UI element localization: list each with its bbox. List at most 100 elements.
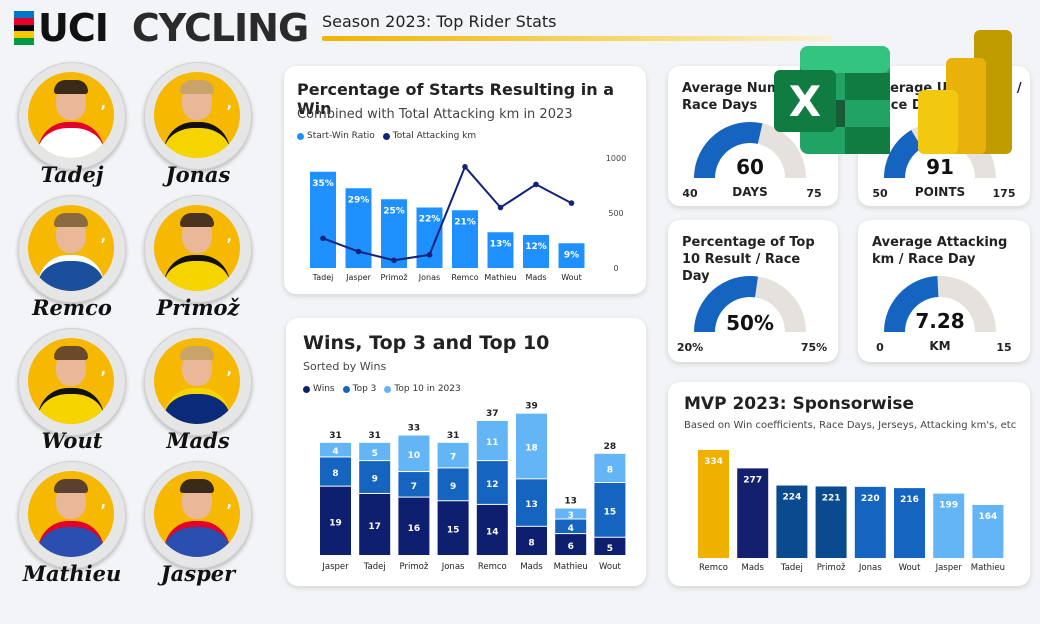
stack-segment — [555, 534, 587, 555]
mvp-bar — [972, 504, 1004, 558]
rider-photo: , — [28, 471, 114, 557]
start-win-bar-label: 9% — [564, 250, 579, 260]
attacking-km-point — [568, 200, 575, 206]
stack-segment-label: 3 — [568, 511, 574, 521]
rider-name: Mathieu — [22, 561, 122, 586]
stack-segment — [594, 483, 626, 537]
mvp-bar — [698, 449, 729, 558]
start-win-bar — [310, 171, 336, 268]
stack-segment — [398, 472, 430, 497]
stack-segment — [320, 486, 351, 555]
wins-x-tick: Mathieu — [554, 562, 588, 572]
kpi-title: Percentage of Top 10 Result / Race Day — [682, 235, 815, 284]
rider-name: Remco — [32, 295, 112, 320]
mvp-bar-label: 164 — [979, 512, 998, 522]
mvp-bar — [737, 468, 769, 558]
gauge-max: 175 — [993, 187, 1016, 200]
stack-segment-label: 8 — [528, 538, 534, 548]
logo-cycling-text: CYCLING — [131, 6, 309, 50]
hair-shape — [54, 213, 88, 227]
mvp-title: MVP 2023: Sponsorwise — [684, 394, 915, 414]
stack-segment — [555, 508, 587, 519]
gauge-max: 75 — [806, 187, 821, 200]
gauge-fill — [884, 129, 922, 178]
stack-segment-label: 7 — [450, 453, 456, 463]
attacking-km-point — [391, 257, 397, 264]
sponsor-logo-icon: , — [100, 362, 106, 378]
legend-item: Top 3 — [342, 384, 376, 394]
stack-segment-label: 11 — [486, 438, 499, 448]
rider-card: , Remco — [16, 195, 128, 327]
start-win-bar-label: 13% — [490, 239, 512, 249]
mvp-bar — [854, 486, 886, 558]
legend-label: Total Attacking km — [392, 131, 477, 141]
powerbi-app-icon — [918, 30, 1012, 154]
stack-segment-label: 6 — [568, 542, 574, 552]
stack-segment — [516, 526, 547, 555]
stack-segment-label: 19 — [329, 518, 342, 528]
stack-total-label: 33 — [408, 424, 421, 434]
hair-shape — [54, 346, 88, 360]
start-win-y2-tick: 1000 — [606, 154, 626, 163]
jersey-shape — [164, 255, 230, 291]
start-win-bar — [487, 232, 514, 268]
attacking-km-point — [355, 248, 362, 255]
start-win-legend: Start-Win Ratio Total Attacking km — [297, 131, 476, 141]
attacking-km-gauge: 7.28 KM 0 15 — [876, 276, 1012, 354]
stack-segment — [555, 519, 587, 534]
rider-name: Primož — [156, 295, 240, 320]
legend-label: Start-Win Ratio — [307, 131, 375, 141]
logo-stripe — [14, 38, 34, 45]
excel-app-icon: X — [774, 46, 890, 154]
start-win-x-tick: Tadej — [312, 273, 334, 282]
wins-x-tick: Wout — [599, 562, 621, 572]
stack-segment-label: 16 — [408, 524, 421, 534]
logo-stripe — [14, 24, 34, 32]
mvp-bar-label: 224 — [783, 493, 802, 503]
legend-item: Top 10 in 2023 — [384, 384, 461, 394]
stack-segment-label: 18 — [525, 444, 538, 454]
rider-photo: , — [28, 205, 114, 291]
svg-text:X: X — [789, 77, 821, 126]
wins-card: Wins, Top 3 and Top 10 Sorted by Wins Wi… — [286, 318, 646, 586]
wins-x-tick: Jonas — [441, 562, 465, 572]
rider-card: , Primož — [142, 195, 254, 327]
start-win-bar — [416, 207, 443, 268]
mvp-bar-label: 220 — [861, 494, 880, 504]
stack-segment-label: 10 — [408, 451, 421, 461]
start-win-bar — [558, 243, 585, 268]
mvp-bar-label: 216 — [900, 495, 919, 505]
legend-dot — [382, 132, 390, 140]
gauge-value: 50% — [726, 311, 774, 335]
rainbow-stripes-icon — [14, 11, 34, 45]
start-win-x-tick: Jasper — [345, 273, 371, 282]
hair-shape — [180, 80, 214, 94]
start-win-y2-tick: 0 — [613, 264, 618, 273]
rider-card: , Jasper — [142, 461, 254, 593]
start-win-title: Percentage of Starts Resulting in a Win — [297, 80, 614, 118]
start-win-bar-label: 35% — [312, 179, 334, 189]
stack-total-label: 31 — [329, 431, 342, 441]
stack-segment — [594, 453, 626, 482]
start-win-bar-label: 29% — [348, 195, 370, 205]
mvp-chart: 334 Remco 277 Mads 224 Tadej 221 Primož 220 Jonas… — [698, 449, 1005, 573]
mvp-x-tick: Tadej — [780, 563, 803, 573]
legend-dot — [297, 132, 304, 140]
wins-x-tick: Primož — [400, 562, 429, 572]
wins-chart: 19 8 4 31 Jasper 17 9 5 31 Tadej 16 7 10 33 Primož 15 9 7… — [320, 402, 626, 572]
rider-card: , Jonas — [142, 62, 254, 194]
mvp-bar — [776, 485, 808, 558]
wins-x-tick: Remco — [478, 562, 507, 572]
kpi-attacking-km-card: Average Attacking km / Race Day 7.28 KM 0 1… — [858, 220, 1030, 362]
stack-segment — [437, 442, 469, 468]
start-win-x-tick: Mads — [525, 273, 546, 282]
stack-total-label: 31 — [447, 431, 460, 441]
wins-x-tick: Tadej — [363, 562, 386, 572]
start-win-bar-label: 21% — [454, 217, 476, 227]
mvp-bar-label: 277 — [743, 475, 762, 485]
rider-name: Mads — [166, 428, 230, 453]
jersey-shape — [164, 521, 230, 557]
jersey-shape — [164, 122, 230, 158]
mvp-x-tick: Mathieu — [971, 563, 1005, 573]
mvp-bar-label: 334 — [704, 457, 723, 467]
